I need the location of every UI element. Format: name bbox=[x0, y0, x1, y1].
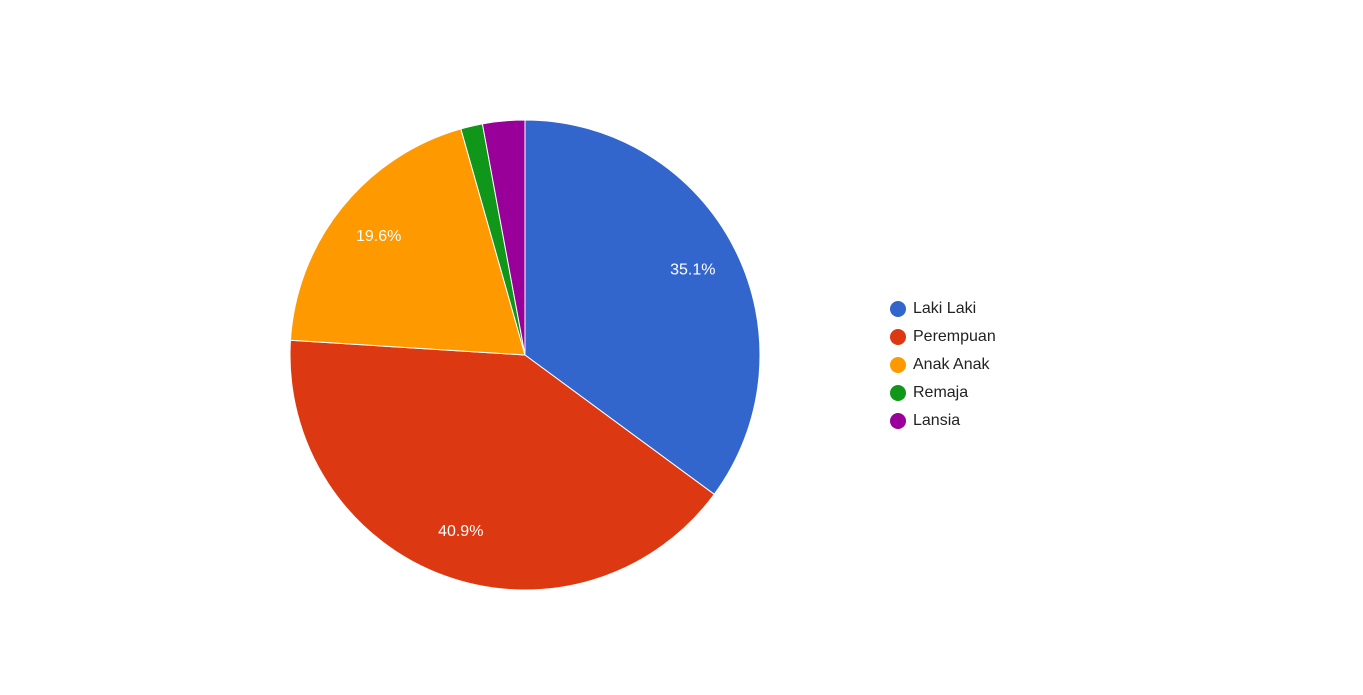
legend-label: Lansia bbox=[913, 412, 960, 429]
legend-marker bbox=[890, 357, 906, 373]
pie-slice bbox=[289, 339, 715, 591]
legend-marker bbox=[890, 413, 906, 429]
legend-marker bbox=[890, 329, 906, 345]
legend-label: Remaja bbox=[913, 384, 968, 401]
pie-slice bbox=[481, 119, 526, 356]
slice-label: 19.6% bbox=[356, 228, 401, 245]
legend-label: Perempuan bbox=[913, 328, 996, 345]
legend-marker bbox=[890, 385, 906, 401]
legend-marker bbox=[890, 301, 906, 317]
slice-label: 35.1% bbox=[670, 261, 715, 278]
legend-label: Laki Laki bbox=[913, 300, 976, 317]
legend-label: Anak Anak bbox=[913, 356, 991, 373]
pie-slice bbox=[524, 119, 761, 496]
pie-slice bbox=[289, 128, 526, 356]
slice-label: 40.9% bbox=[438, 523, 483, 540]
